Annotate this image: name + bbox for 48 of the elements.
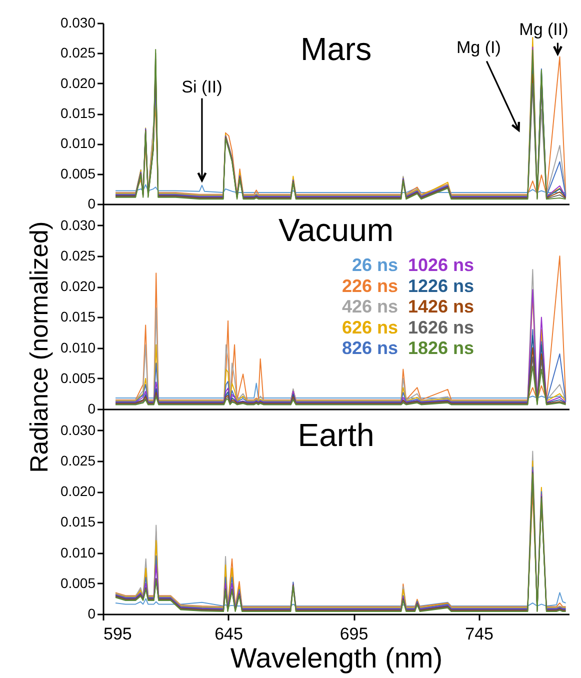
text: 426 ns [342, 296, 398, 317]
text: 626 ns [342, 317, 398, 338]
y-tick-label: 0.005 [60, 574, 96, 591]
x-tick-label: 695 [340, 624, 368, 644]
annotation: Si (II) [182, 77, 222, 96]
line-series [115, 592, 566, 607]
y-axis-title: Radiance (normalized) [25, 221, 54, 473]
x-axis-title: Wavelength (nm) [230, 642, 443, 674]
y-tick-label: 0.025 [60, 248, 96, 264]
x-tick-label: 745 [465, 624, 494, 644]
x-tick-label: 645 [214, 624, 243, 644]
y-tick-label: 0.005 [60, 370, 96, 386]
y-tick-label: 0.025 [60, 44, 96, 61]
text: 1626 ns [408, 317, 474, 338]
annotation: Mg (II) [519, 20, 568, 39]
y-tick-label: 0.010 [60, 544, 96, 560]
y-tick-label: 0.010 [60, 339, 96, 356]
y-tick-label: 0.030 [60, 14, 96, 30]
text: 1226 ns [408, 276, 474, 296]
line-series [115, 382, 566, 398]
line-series [115, 356, 566, 405]
text: 26 ns [352, 255, 398, 275]
y-tick-label: 0.010 [60, 135, 96, 152]
y-tick-label: 0.025 [60, 452, 96, 469]
text: 1826 ns [408, 338, 474, 358]
annotation: Mg (I) [456, 38, 501, 58]
y-tick-label: 0.030 [60, 422, 96, 438]
chart-title: Earth [298, 417, 374, 453]
y-tick-label: 0.020 [60, 483, 96, 500]
text: 1426 ns [408, 296, 474, 317]
text: 1026 ns [408, 255, 474, 275]
x-tick-label: 595 [104, 624, 132, 644]
y-tick-label: 0.030 [60, 216, 96, 233]
y-tick-label: 0.005 [60, 165, 96, 182]
y-tick-label: 0.015 [60, 105, 96, 121]
series-label: 826 ns [342, 338, 398, 358]
y-tick-label: 0 [88, 400, 96, 416]
line-series [115, 366, 566, 406]
y-tick-label: 0.020 [60, 278, 96, 294]
line-series [115, 184, 566, 194]
y-tick-label: 0.015 [60, 514, 96, 530]
y-tick-label: 0 [88, 196, 96, 212]
chart-title: Vacuum [278, 212, 394, 248]
y-tick-label: 0.020 [60, 74, 96, 91]
y-tick-label: 0 [88, 606, 96, 622]
y-tick-label: 0.015 [60, 308, 96, 325]
chart-title: Mars [300, 31, 372, 67]
text: 226 ns [342, 276, 398, 296]
